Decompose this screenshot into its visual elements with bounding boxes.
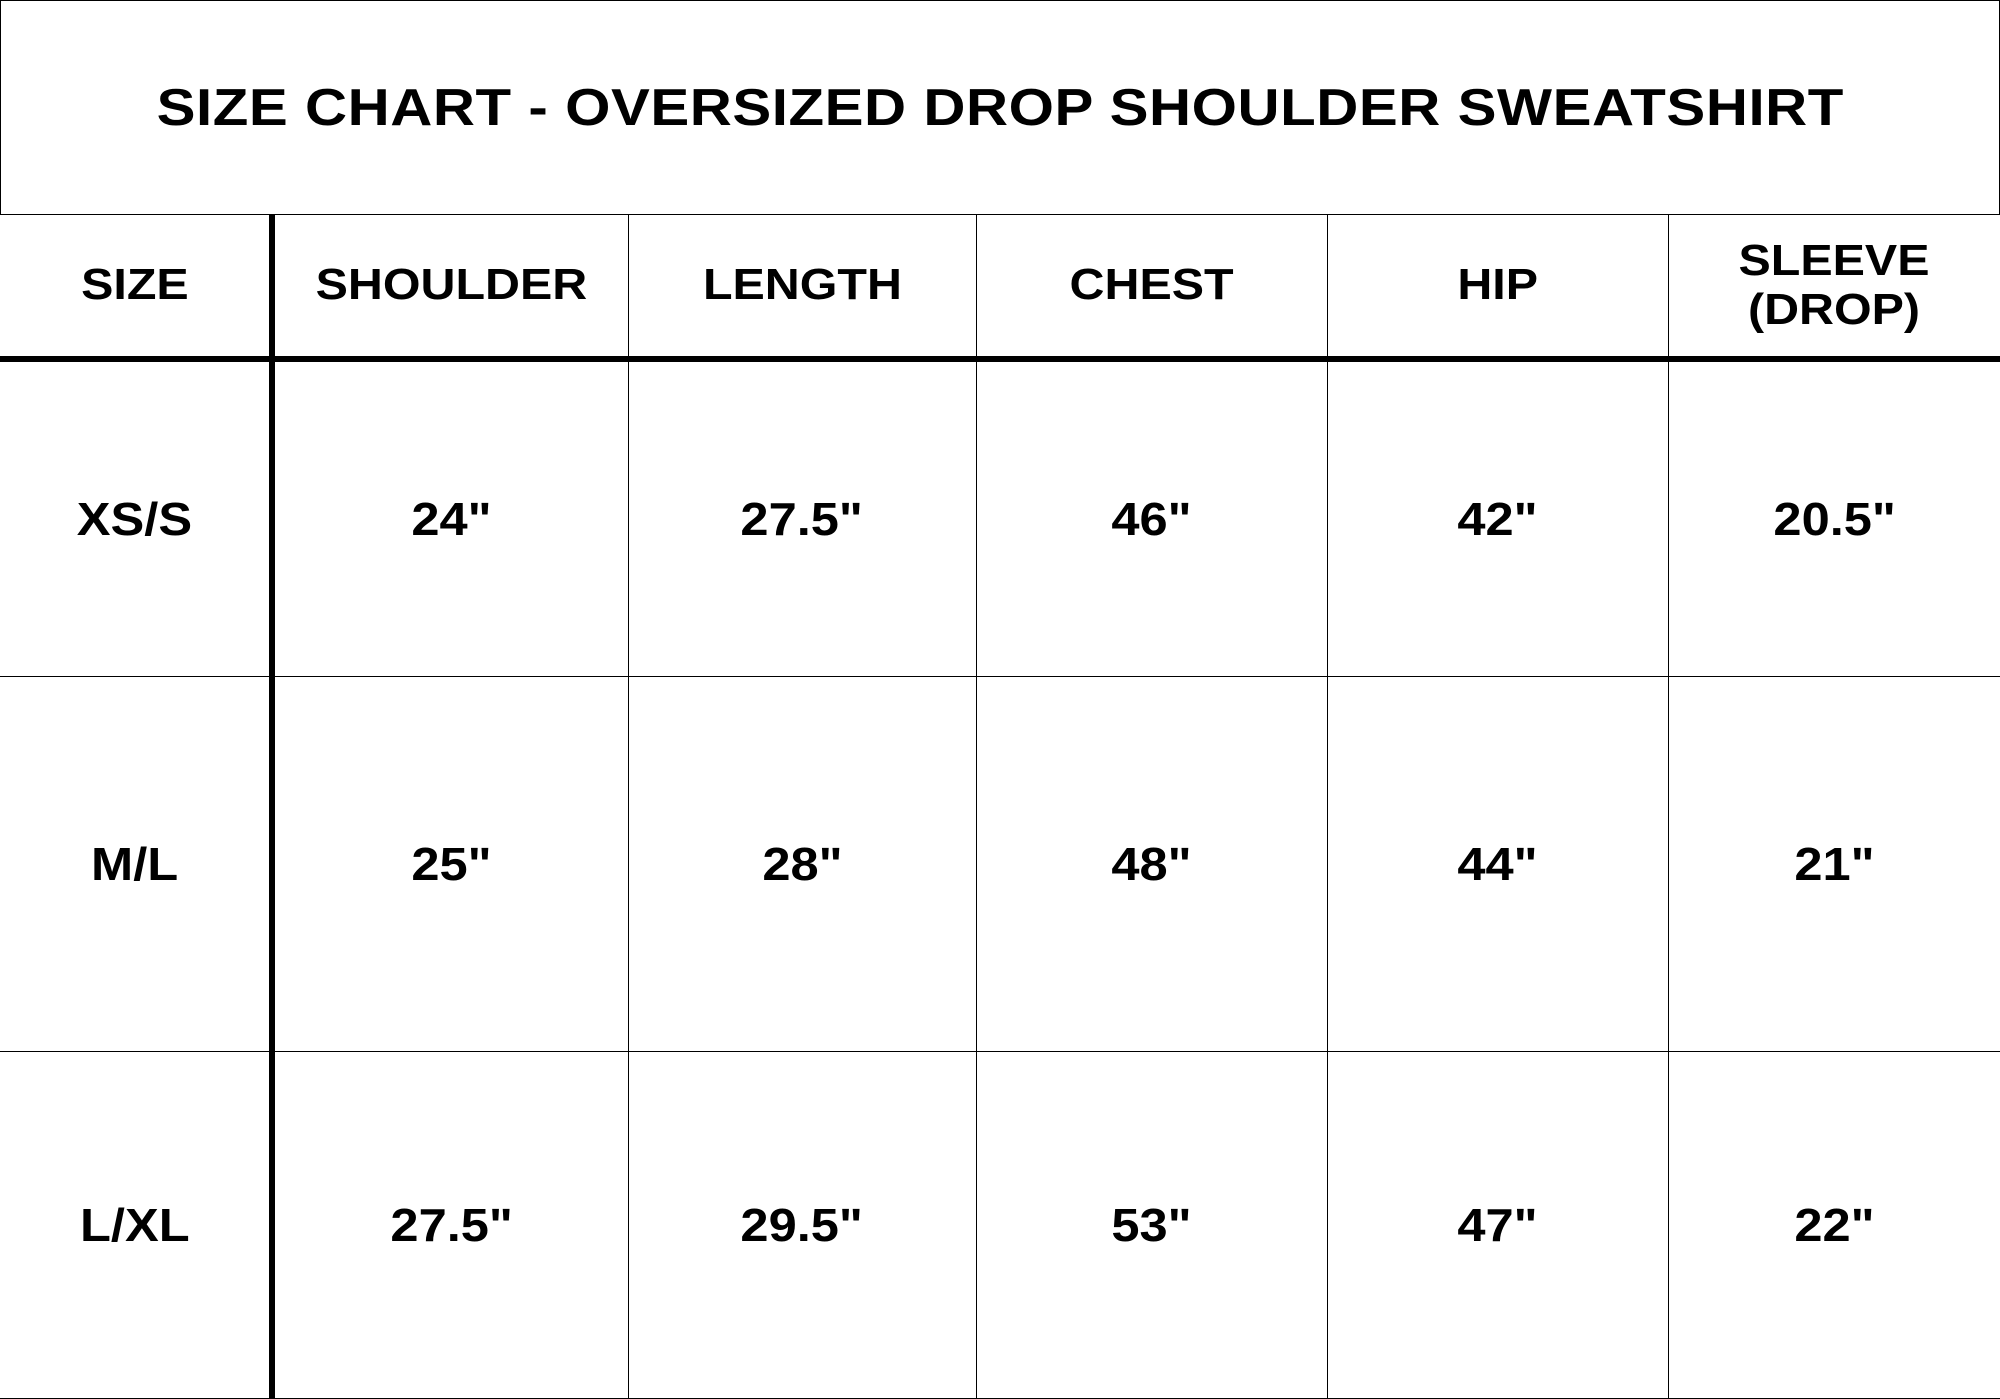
- page-title: SIZE CHART - OVERSIZED DROP SHOULDER SWE…: [156, 78, 1844, 137]
- table-row: XS/S 24" 27.5" 46" 42" 20.5": [0, 358, 2000, 677]
- size-cell: XS/S: [0, 358, 275, 677]
- shoulder-cell: 25": [271, 676, 629, 1052]
- size-cell: M/L: [0, 676, 275, 1052]
- chest-cell: 48": [975, 676, 1328, 1052]
- sleeve-cell: 20.5": [1667, 358, 2000, 677]
- table-row: M/L 25" 28" 48" 44" 21": [0, 676, 2000, 1052]
- length-cell: 27.5": [627, 358, 977, 677]
- length-cell: 28": [627, 676, 977, 1052]
- length-cell: 29.5": [627, 1051, 977, 1399]
- shoulder-cell: 27.5": [271, 1051, 629, 1399]
- hip-cell: 44": [1326, 676, 1669, 1052]
- header-hip: HIP: [1326, 214, 1669, 362]
- hip-cell: 42": [1326, 358, 1669, 677]
- header-shoulder: SHOULDER: [271, 214, 629, 362]
- header-size: SIZE: [0, 214, 275, 362]
- size-cell: L/XL: [0, 1051, 275, 1399]
- header-length: LENGTH: [627, 214, 977, 362]
- header-chest: CHEST: [975, 214, 1328, 362]
- chest-cell: 46": [975, 358, 1328, 677]
- chest-cell: 53": [975, 1051, 1328, 1399]
- shoulder-cell: 24": [271, 358, 629, 677]
- header-row: SIZE SHOULDER LENGTH CHEST HIP SLEEVE (D…: [0, 214, 2000, 362]
- sleeve-cell: 22": [1667, 1051, 2000, 1399]
- hip-cell: 47": [1326, 1051, 1669, 1399]
- size-chart-table: SIZE SHOULDER LENGTH CHEST HIP SLEEVE (D…: [0, 214, 2000, 1399]
- sleeve-cell: 21": [1667, 676, 2000, 1052]
- table-row: L/XL 27.5" 29.5" 53" 47" 22": [0, 1051, 2000, 1399]
- title-box: SIZE CHART - OVERSIZED DROP SHOULDER SWE…: [0, 0, 2000, 215]
- header-sleeve: SLEEVE (DROP): [1667, 214, 2000, 362]
